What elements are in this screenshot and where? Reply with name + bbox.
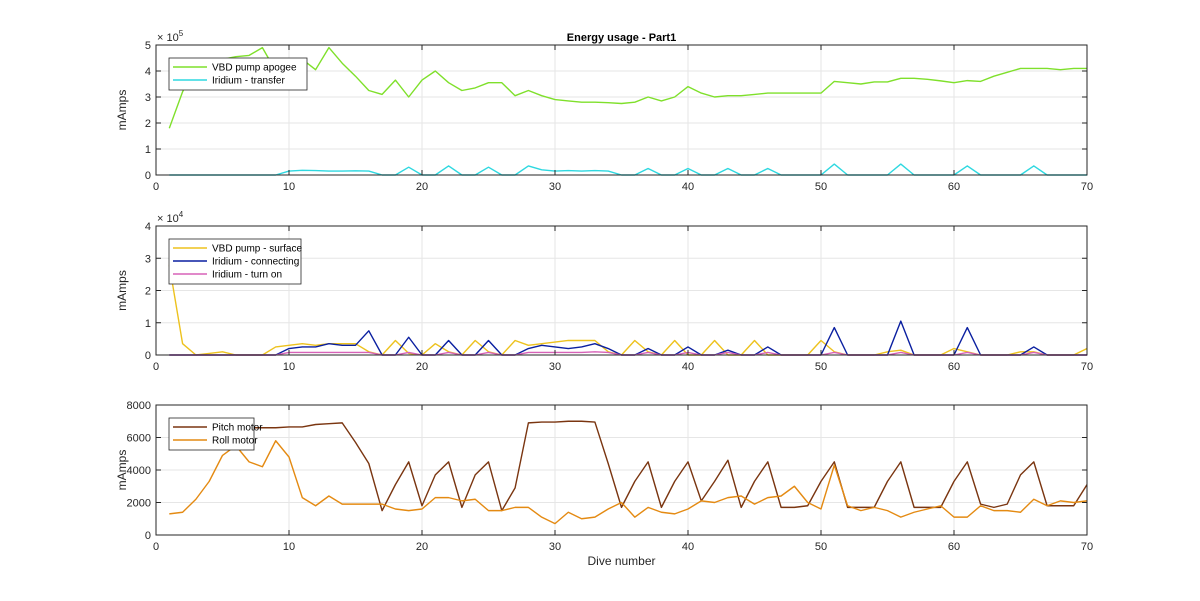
legend-box [168, 57, 308, 91]
y-tick-label: 6000 [127, 433, 151, 445]
x-tick-label: 0 [153, 181, 159, 193]
x-tick-label: 20 [416, 361, 428, 373]
y-axis-label: mAmps [115, 90, 129, 131]
y-tick-label: 2 [145, 118, 151, 130]
x-tick-label: 20 [416, 541, 428, 553]
x-tick-label: 60 [948, 541, 960, 553]
y-tick-label: 2000 [127, 498, 151, 510]
legend-entry: Iridium - connecting [212, 257, 299, 268]
legend-entry: VBD pump - surface [212, 244, 302, 255]
y-tick-label: 0 [145, 530, 151, 542]
x-tick-label: 30 [549, 361, 561, 373]
legend-box [168, 417, 255, 451]
legend: VBD pump - surface Iridium - connecting Ir… [168, 238, 302, 285]
x-tick-label: 50 [815, 181, 827, 193]
y-tick-label: 4000 [127, 465, 151, 477]
y-tick-label: 5 [145, 40, 151, 52]
x-tick-label: 60 [948, 181, 960, 193]
x-tick-label: 0 [153, 361, 159, 373]
chart-title: Energy usage - Part1 [567, 32, 676, 44]
series-line-3-2 [169, 440, 1087, 525]
x-tick-label: 70 [1081, 361, 1093, 373]
y-multiplier: × 105 [157, 29, 184, 44]
legend: VBD pump apogee Iridium - transfer [168, 57, 308, 91]
y-axis-label: mAmps [115, 270, 129, 311]
y-tick-label: 3 [145, 92, 151, 104]
y-tick-label: 8000 [127, 400, 151, 412]
legend-entry: Pitch motor [212, 423, 263, 434]
y-tick-label: 1 [145, 144, 151, 156]
axes-box [155, 44, 1088, 176]
x-tick-label: 70 [1081, 541, 1093, 553]
subplot-3: 0 10 20 30 40 50 60 70 0 2000 4000 6000 8000 mAmps Div… [115, 400, 1093, 568]
x-tick-label: 60 [948, 361, 960, 373]
x-tick-label: 40 [682, 181, 694, 193]
y-axis-label: mAmps [115, 450, 129, 491]
x-axis-label: Dive number [587, 554, 655, 568]
y-tick-label: 1 [145, 318, 151, 330]
y-tick-label: 0 [145, 170, 151, 182]
x-tick-label: 70 [1081, 181, 1093, 193]
y-multiplier: × 104 [157, 210, 184, 225]
legend-entry: Roll motor [212, 436, 258, 447]
x-tick-label: 10 [283, 181, 295, 193]
y-tick-label: 0 [145, 350, 151, 362]
subplot-2: 0 10 20 30 40 50 60 70 0 1 2 3 4 × 104 mAmps VBD pump -… [115, 210, 1093, 373]
legend-entry: Iridium - turn on [212, 270, 282, 281]
x-tick-label: 0 [153, 541, 159, 553]
y-tick-label: 2 [145, 286, 151, 298]
y-tick-label: 4 [145, 221, 151, 233]
x-tick-label: 10 [283, 541, 295, 553]
x-tick-label: 30 [549, 541, 561, 553]
subplot-1: 0 10 20 30 40 50 60 70 0 1 2 3 4 5 × 105 mAmps Energy us… [115, 29, 1093, 193]
y-tick-label: 4 [145, 66, 151, 78]
x-tick-label: 40 [682, 361, 694, 373]
x-tick-label: 40 [682, 541, 694, 553]
x-tick-label: 30 [549, 181, 561, 193]
y-tick-label: 3 [145, 253, 151, 265]
legend-entry: VBD pump apogee [212, 63, 297, 74]
legend-entry: Iridium - transfer [212, 76, 285, 87]
series-line-1-1 [168, 46, 1087, 129]
x-tick-label: 50 [815, 361, 827, 373]
x-tick-label: 10 [283, 361, 295, 373]
x-tick-label: 50 [815, 541, 827, 553]
legend: Pitch motor Roll motor [168, 417, 263, 451]
x-tick-label: 20 [416, 181, 428, 193]
